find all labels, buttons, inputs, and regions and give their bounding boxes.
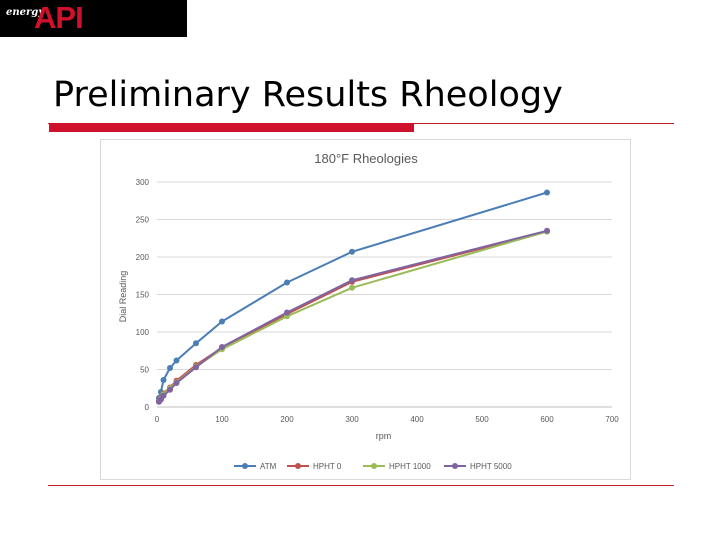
point-hpht-5000-100 <box>219 344 225 350</box>
logo-energy-text: energy <box>6 7 45 18</box>
point-atm-300 <box>349 248 355 255</box>
x-tick-label-700: 700 <box>605 415 619 424</box>
rheology-chart: 0 50 100 150 200 250 300 0 100 200 300 400 500 600 700… <box>118 151 619 471</box>
y-tick-label-200: 200 <box>136 253 150 262</box>
x-tick-label-100: 100 <box>215 415 229 424</box>
x-axis-label: rpm <box>376 431 392 441</box>
legend-label-atm: ATM <box>260 462 277 471</box>
bottom-divider <box>48 485 674 486</box>
point-hpht-5000-10 <box>160 392 167 399</box>
point-atm-20 <box>167 365 173 371</box>
y-tick-label-100: 100 <box>136 328 150 337</box>
logo-mark-text: API <box>34 0 84 35</box>
y-axis-label: Dial Reading <box>118 271 128 323</box>
point-atm-200 <box>284 279 290 286</box>
api-logo: energy API <box>0 0 187 37</box>
point-hpht-1000-300 <box>349 284 355 291</box>
y-tick-label-150: 150 <box>136 291 150 300</box>
legend-label-hpht-1000: HPHT 1000 <box>389 462 431 471</box>
legend-marker-hpht-1000 <box>371 463 377 469</box>
x-tick-label-200: 200 <box>280 415 294 424</box>
point-atm-30 <box>173 357 180 364</box>
point-atm-10 <box>160 377 167 383</box>
series-line-atm <box>158 191 548 399</box>
chart-title: 180°F Rheologies <box>314 151 418 166</box>
legend-marker-hpht-5000 <box>452 463 458 469</box>
chart-frame: 0 50 100 150 200 250 300 0 100 200 300 400 500 600 700… <box>100 139 631 480</box>
title-underline-accent <box>49 123 414 132</box>
legend-label-hpht-5000: HPHT 5000 <box>470 462 512 471</box>
x-tick-label-300: 300 <box>345 415 359 424</box>
point-hpht-5000-20 <box>167 386 173 393</box>
y-tick-label-50: 50 <box>140 366 149 375</box>
slide-title: Preliminary Results Rheology <box>53 75 563 115</box>
x-tick-label-500: 500 <box>475 415 489 424</box>
point-atm-100 <box>219 318 225 325</box>
x-tick-label-600: 600 <box>540 415 554 424</box>
x-tick-label-400: 400 <box>410 415 424 424</box>
y-tick-label-250: 250 <box>136 216 150 225</box>
series-line-hpht-5000 <box>158 229 548 403</box>
point-hpht-5000-600 <box>544 227 550 234</box>
point-hpht-5000-300 <box>349 277 355 284</box>
legend-marker-atm <box>242 463 248 469</box>
point-hpht-5000-60 <box>193 364 199 371</box>
point-atm-60 <box>193 340 199 347</box>
legend-label-hpht-0: HPHT 0 <box>313 462 342 471</box>
legend-marker-hpht-0 <box>295 463 301 469</box>
point-atm-600 <box>544 189 550 196</box>
y-tick-label-0: 0 <box>145 403 150 412</box>
point-hpht-5000-200 <box>284 309 290 316</box>
x-tick-label-0: 0 <box>155 415 160 424</box>
point-hpht-5000-30 <box>173 380 180 386</box>
y-tick-label-300: 300 <box>136 178 150 187</box>
